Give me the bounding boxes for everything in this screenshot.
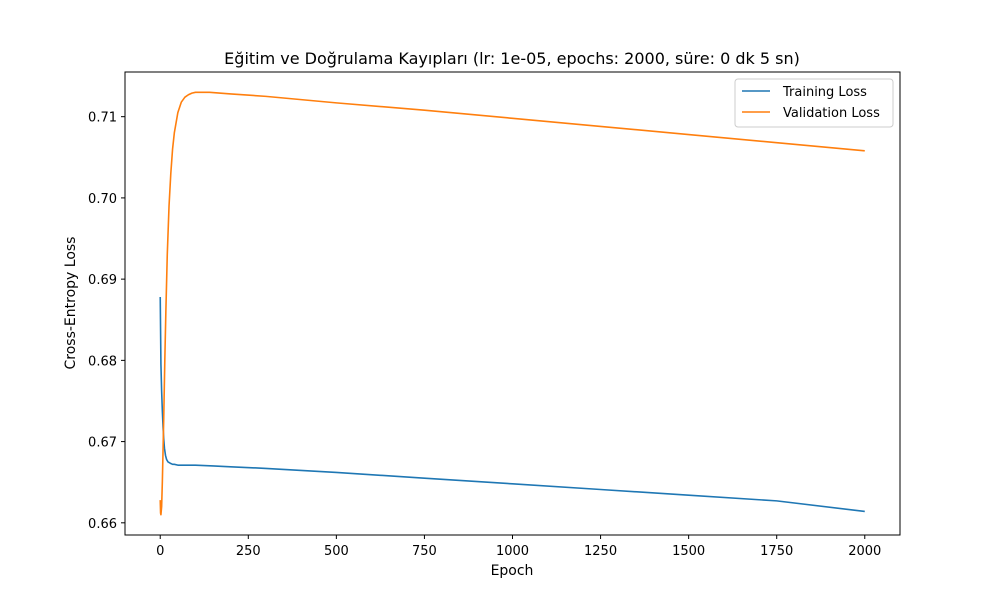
y-axis: 0.66 0.67 0.68 0.69 0.70 0.71 [88,111,125,532]
y-tick-label: 0.70 [88,192,117,207]
y-tick-label: 0.69 [88,273,117,288]
series-group [159,91,865,516]
plot-frame [124,71,901,536]
x-tick-label: 1750 [760,544,793,559]
legend-label: Validation Loss [783,106,880,121]
y-tick-label: 0.68 [88,354,117,369]
x-tick-label: 750 [412,544,437,559]
x-axis: 0 250 500 750 1000 1250 1500 1750 2000 [156,535,881,559]
legend-box [734,78,894,128]
series-line-validation-loss [159,91,865,516]
x-tick-label: 1500 [672,544,705,559]
y-axis-label: Cross-Entropy Loss [63,237,79,370]
x-tick-label: 1250 [584,544,617,559]
legend: Training Loss Validation Loss [734,78,894,128]
x-axis-label: Epoch [491,563,534,579]
y-tick-label: 0.71 [88,111,117,126]
x-tick-label: 2000 [848,544,881,559]
x-tick-label: 500 [324,544,349,559]
x-tick-label: 1000 [496,544,529,559]
x-tick-label: 0 [156,544,164,559]
x-tick-label: 250 [236,544,261,559]
legend-label: Training Loss [782,85,867,100]
y-tick-label: 0.66 [88,517,117,532]
y-tick-label: 0.67 [88,436,117,451]
chart-title: Eğitim ve Doğrulama Kayıpları (lr: 1e-05… [224,49,800,68]
